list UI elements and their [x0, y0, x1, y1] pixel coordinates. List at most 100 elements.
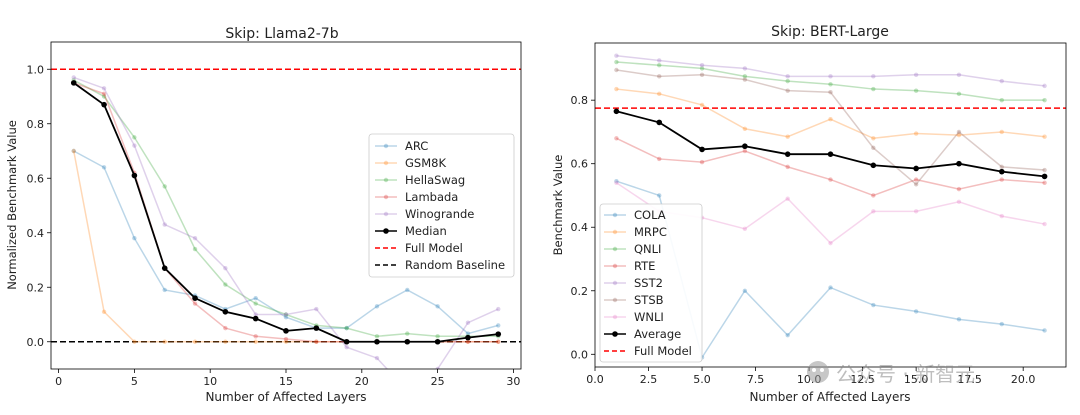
left-series-gsm8k-point [132, 339, 137, 344]
right-axes-frame [594, 42, 1067, 368]
right-series-rte-point [871, 193, 876, 198]
left-chart: Skip: Llama2-7b 0 5 10 15 20 25 30 0.0 0.2 0.4 0.6… [5, 26, 522, 404]
left-series-median-point [374, 338, 380, 345]
right-x-tick-label: 20.0 [1011, 373, 1036, 386]
right-legend-wnli-label: WNLI [634, 310, 664, 324]
left-series-gsm8k-point [192, 339, 198, 344]
left-series-hellaswag-point [344, 325, 349, 331]
left-series-winogrande-point [283, 312, 289, 317]
left-series-arc-point [435, 304, 440, 309]
right-series-mrpc-point [913, 131, 919, 136]
right-series-mrpc-point [956, 132, 962, 138]
left-series-arc-point [405, 287, 410, 293]
left-x-tick-label: 5 [131, 375, 138, 388]
left-series-lambada-point [314, 339, 319, 344]
left-series-hellaswag-point [435, 334, 440, 339]
left-legend-median-label: Median [405, 224, 447, 238]
right-x-tick-label: 15.0 [904, 373, 929, 386]
right-series-sst2-point [742, 66, 748, 71]
right-series-cola-point [1042, 328, 1047, 333]
left-series-gsm8k-point [253, 339, 258, 344]
right-series-wnli-point [999, 213, 1004, 219]
right-y-tick-label: 0.0 [571, 348, 589, 361]
right-series-qnli-point [785, 78, 790, 84]
left-legend-gsm8k-marker [383, 160, 389, 166]
right-series-mrpc-point [999, 129, 1004, 135]
watermark-text: 公众号 · 新智元 [836, 362, 975, 386]
left-y-tick-label: 0.6 [27, 172, 45, 185]
right-series-cola-point [913, 309, 919, 314]
left-x-tick-label: 20 [355, 375, 369, 388]
left-y-tick-label: 0.2 [27, 281, 45, 294]
right-series-cola-point [785, 333, 790, 338]
right-series-cola-point [828, 285, 833, 290]
right-series-qnli-point [999, 97, 1004, 103]
right-series-mrpc-line [616, 88, 1045, 140]
right-series-sst2-point [699, 63, 705, 68]
left-series-hellaswag-point [192, 246, 198, 252]
wechat-logo-icon [807, 361, 829, 383]
right-series-mrpc-point [699, 102, 705, 108]
right-series-average-point [827, 151, 834, 157]
left-series-median-point [222, 308, 229, 315]
right-series-mrpc-point [785, 134, 790, 139]
right-legend-stsb-marker [612, 297, 618, 303]
right-chart-title: Skip: BERT-Large [771, 24, 889, 40]
right-legend-cola-label: COLA [634, 208, 666, 222]
right-chart: Skip: BERT-Large 0.0 2.5 5.0 7.5 10.0 12.5 15.… [551, 24, 1067, 404]
right-series-qnli-point [614, 59, 619, 65]
right-legend-qnli-marker [612, 246, 618, 252]
left-series-hellaswag-point [132, 135, 137, 140]
right-x-tick-label: 12.5 [850, 373, 875, 386]
right-series-mrpc-point [742, 126, 748, 131]
right-series-sst2-point [871, 74, 876, 79]
left-x-axis-label: Number of Affected Layers [205, 390, 366, 404]
left-legend-gsm8k-label: GSM8K [405, 156, 446, 170]
right-series-wnli-point [614, 180, 619, 185]
left-legend-arc-marker [383, 143, 389, 149]
right-series-rte-point [828, 177, 833, 182]
left-legend-lambada-marker [383, 194, 389, 200]
left-series-hellaswag-point [223, 282, 228, 287]
left-x-tick-label: 10 [203, 375, 217, 388]
wechat-logo-eye-left [812, 368, 816, 372]
right-legend-stsb-label: STSB [634, 293, 664, 307]
left-series-median-point [283, 328, 289, 334]
left-legend-full-model-label: Full Model [405, 241, 463, 255]
right-series-cola-point [742, 288, 748, 293]
right-legend: COLA MRPC QNLI RTE SST2 STSB WNLI Average Full M… [599, 203, 703, 363]
right-x-tick-label: 17.5 [957, 373, 982, 386]
right-series-rte-point [742, 148, 748, 154]
right-series-wnli-point [1042, 221, 1047, 227]
right-series-qnli-point [699, 66, 705, 71]
left-series-arc-point [71, 148, 76, 154]
right-series-stsb-point [699, 72, 705, 77]
right-series-average-point [656, 119, 663, 126]
right-x-tick-label: 2.5 [640, 373, 658, 386]
right-series-average-point [870, 162, 877, 169]
left-series-median-point [131, 172, 138, 179]
right-x-tick-label: 0.0 [586, 373, 604, 386]
right-series-stsb-line [616, 69, 1045, 186]
right-series-rte-point [956, 186, 962, 192]
left-series-median-point [101, 101, 107, 108]
left-series-gsm8k-point [496, 339, 501, 344]
right-legend-sst2-label: SST2 [634, 276, 663, 290]
right-legend-average-marker [612, 331, 618, 337]
left-series-winogrande-point [223, 265, 228, 271]
right-series-mrpc-point [1042, 134, 1047, 139]
right-series-wnli-point [742, 226, 748, 232]
left-series-hellaswag-point [253, 301, 258, 306]
right-series-mrpc-point [871, 136, 876, 141]
right-series-stsb-point [871, 145, 876, 151]
right-legend-cola-marker [612, 212, 618, 218]
right-legend-full-model-label: Full Model [634, 344, 692, 358]
left-series-median-point [404, 338, 411, 345]
right-series-sst2-line [616, 54, 1045, 87]
left-series-gsm8k-point [223, 339, 228, 344]
right-y-axis-label: Benchmark Value [551, 155, 565, 256]
right-series-sst2-point [614, 53, 619, 58]
right-series-rte-point [657, 156, 662, 162]
right-y-tick-label: 0.4 [571, 221, 589, 234]
left-series-gsm8k-point [314, 339, 319, 344]
